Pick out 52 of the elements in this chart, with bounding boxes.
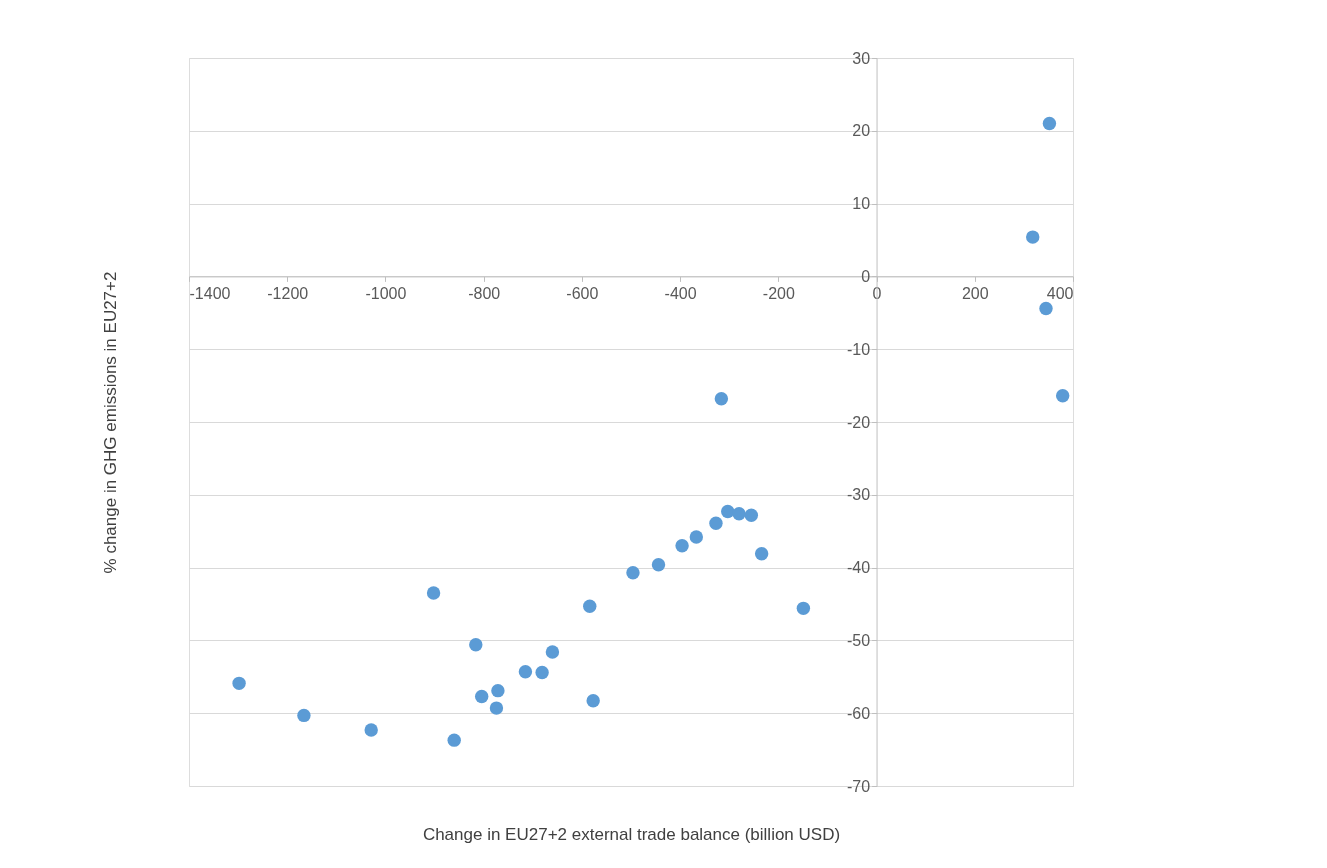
point	[732, 507, 746, 521]
point	[796, 601, 811, 616]
y-axis-title: % change in GHG emissions in EU27+2	[100, 271, 120, 574]
point	[721, 504, 735, 519]
point	[474, 689, 489, 704]
point	[535, 665, 549, 680]
x-tick-label: -800	[468, 284, 501, 302]
y-tick-label: 10	[852, 195, 871, 213]
point	[297, 708, 311, 723]
y-tick-label: 0	[861, 267, 871, 285]
point	[545, 645, 560, 659]
point	[518, 665, 533, 679]
x-tick-label: 0	[872, 284, 882, 302]
point	[1055, 389, 1070, 403]
y-tick-label: 20	[852, 122, 871, 140]
point	[586, 694, 600, 708]
x-tick-label: -600	[566, 284, 599, 302]
point	[583, 599, 597, 613]
point	[675, 539, 689, 553]
point	[426, 586, 441, 600]
y-tick-label: -70	[846, 777, 871, 795]
x-tick-label: 200	[961, 284, 989, 302]
y-tick-label: -60	[846, 704, 871, 722]
point	[364, 723, 378, 737]
y-tick-label: -20	[846, 413, 871, 431]
x-tick-label: -1400	[189, 284, 231, 302]
x-tick-label: -1000	[365, 284, 407, 302]
point	[709, 516, 723, 530]
x-axis-title: Change in EU27+2 external trade balance (billion USD)	[422, 824, 841, 844]
point	[1042, 116, 1057, 131]
point	[754, 547, 769, 561]
point	[744, 508, 759, 522]
point	[651, 557, 666, 572]
x-tick-label: 400	[1046, 284, 1074, 302]
point	[1039, 301, 1053, 316]
point	[689, 530, 704, 544]
y-tick-label: -40	[846, 559, 871, 577]
point	[447, 733, 461, 747]
x-tick-label: -200	[762, 284, 795, 302]
point	[489, 701, 504, 715]
point	[469, 638, 483, 652]
point	[491, 683, 505, 698]
point	[626, 566, 640, 580]
point	[714, 392, 729, 406]
y-tick-label: -10	[846, 340, 871, 358]
x-tick-label: -1200	[267, 284, 309, 302]
y-tick-label: 30	[852, 49, 871, 67]
y-tick-label: -30	[846, 486, 871, 504]
point	[1026, 230, 1040, 244]
point	[232, 676, 246, 691]
x-tick-label: -400	[664, 284, 697, 302]
y-tick-label: -50	[846, 631, 871, 649]
